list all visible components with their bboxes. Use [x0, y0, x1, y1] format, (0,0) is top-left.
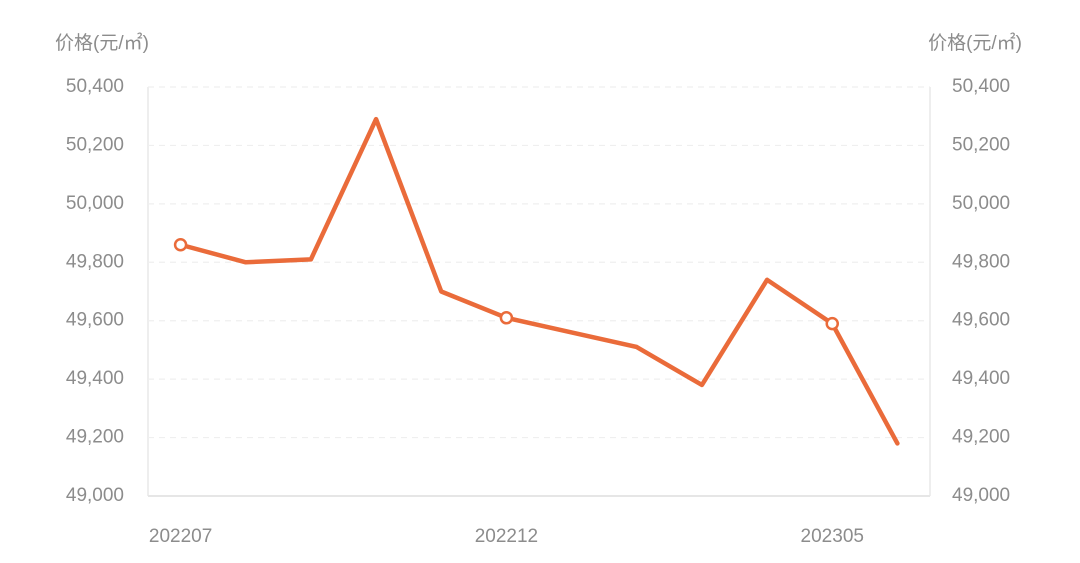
x-tick-label: 202212	[475, 526, 538, 547]
point-marker	[499, 311, 514, 325]
x-tick-label: 202305	[801, 526, 864, 547]
y-axis-label: 价格(元/㎡)	[55, 31, 149, 54]
point-marker	[825, 316, 839, 331]
y2-tick-label: 50,400	[952, 76, 1010, 97]
y2-tick-label: 50,200	[952, 134, 1010, 155]
x-tick-label: 202207	[149, 526, 212, 547]
y-tick-label: 49,400	[66, 368, 124, 389]
y2-tick-label: 49,600	[952, 310, 1010, 331]
y2-tick-label: 49,400	[952, 368, 1010, 389]
y2-axis-label: 价格(元/㎡)	[928, 31, 1022, 54]
line-series	[178, 116, 900, 446]
y2-tick-label: 49,800	[952, 251, 1010, 272]
y-tick-label: 49,600	[66, 310, 124, 331]
y-tick-label: 49,000	[66, 485, 124, 506]
y-tick-label: 50,000	[66, 193, 124, 214]
point-marker	[173, 238, 188, 252]
y2-tick-label: 50,000	[952, 193, 1010, 214]
y2-tick-label: 49,200	[952, 427, 1010, 448]
y-tick-label: 50,400	[66, 76, 124, 97]
y-tick-label: 49,200	[66, 427, 124, 448]
y-tick-label: 49,800	[66, 251, 124, 272]
y-tick-label: 50,200	[66, 134, 124, 155]
y2-tick-label: 49,000	[952, 485, 1010, 506]
